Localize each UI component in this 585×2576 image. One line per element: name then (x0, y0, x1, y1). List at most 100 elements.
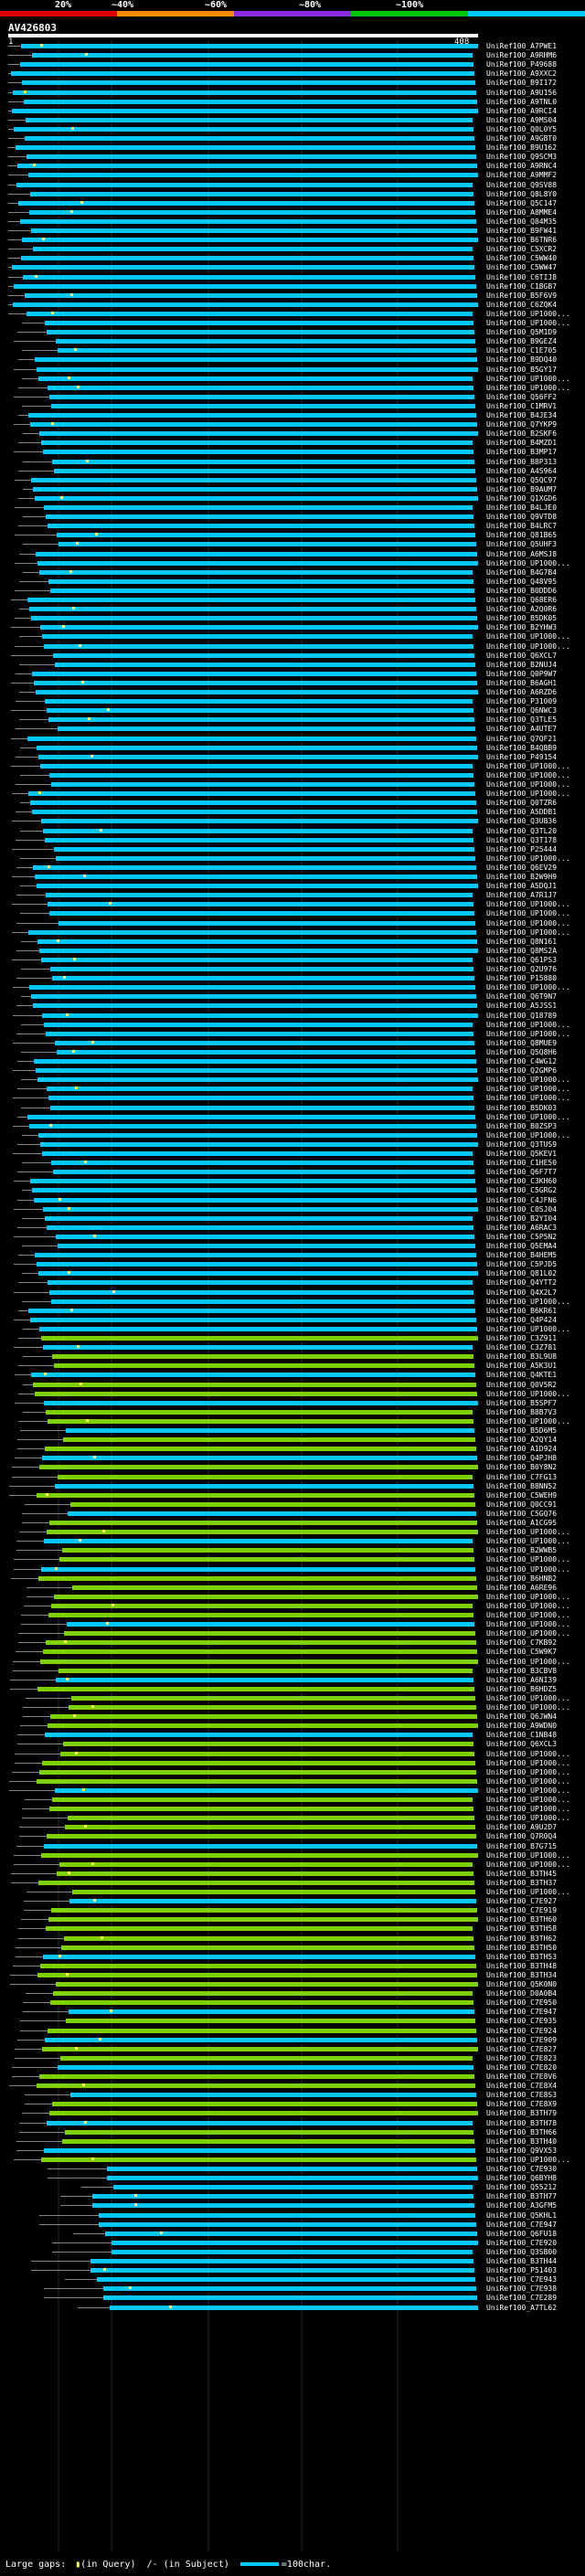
hit-row[interactable]: UniRef100_Q7R0Q4 (0, 1832, 585, 1841)
hit-row[interactable]: UniRef100_C6ZQK4 (0, 301, 585, 310)
hit-alignment-bar[interactable] (92, 2203, 474, 2209)
hit-alignment-bar[interactable] (48, 524, 474, 529)
hit-alignment-bar[interactable] (45, 321, 473, 325)
hit-alignment-bar[interactable] (99, 2221, 476, 2227)
hit-id-link[interactable]: UniRef100_A9GBT0 (486, 134, 558, 143)
hit-row[interactable]: UniRef100_UP1000... (0, 983, 585, 992)
hit-id-link[interactable]: UniRef100_A7R1J7 (486, 891, 558, 900)
hit-row[interactable]: UniRef100_C7E938 (0, 2284, 585, 2294)
hit-alignment-bar[interactable] (37, 884, 478, 889)
hit-alignment-bar[interactable] (56, 1234, 474, 1239)
hit-id-link[interactable]: UniRef100_UP1000... (486, 374, 570, 383)
hit-id-link[interactable]: UniRef100_A9RNC4 (486, 162, 558, 171)
hit-id-link[interactable]: UniRef100_A6RE96 (486, 1583, 558, 1592)
hit-alignment-bar[interactable] (39, 1326, 477, 1331)
hit-alignment-bar[interactable] (54, 846, 474, 852)
hit-row[interactable]: UniRef100_C4JFN6 (0, 1196, 585, 1205)
hit-alignment-bar[interactable] (35, 1391, 477, 1396)
hit-id-link[interactable]: UniRef100_A6RAC3 (486, 1223, 558, 1232)
hit-alignment-bar[interactable] (31, 228, 477, 233)
hit-alignment-bar[interactable] (39, 569, 473, 575)
hit-row[interactable]: UniRef100_Q3TUS9 (0, 1140, 585, 1150)
hit-row[interactable]: UniRef100_A9WDN0 (0, 1722, 585, 1731)
hit-row[interactable]: UniRef100_A6RE96 (0, 1584, 585, 1593)
hit-alignment-bar[interactable] (46, 1031, 473, 1036)
hit-id-link[interactable]: UniRef100_C7E927 (486, 1897, 558, 1906)
hit-row[interactable]: UniRef100_Q5EMA4 (0, 1242, 585, 1251)
hit-alignment-bar[interactable] (49, 1289, 473, 1295)
hit-alignment-bar[interactable] (37, 2083, 475, 2089)
hit-alignment-bar[interactable] (90, 2268, 474, 2274)
hit-alignment-bar[interactable] (69, 1899, 476, 1904)
hit-id-link[interactable]: UniRef100_UP1000... (486, 1786, 570, 1795)
hit-row[interactable]: UniRef100_Q3TL20 (0, 827, 585, 836)
hit-alignment-bar[interactable] (58, 2064, 473, 2070)
hit-alignment-bar[interactable] (36, 1068, 477, 1074)
hit-id-link[interactable]: UniRef100_Q0CC91 (486, 1500, 558, 1509)
hit-id-link[interactable]: UniRef100_C7E924 (486, 2026, 558, 2035)
hit-id-link[interactable]: UniRef100_A6MSJ8 (486, 549, 558, 558)
hit-row[interactable]: UniRef100_C5PJD5 (0, 1260, 585, 1269)
hit-row[interactable]: UniRef100_UP1000... (0, 632, 585, 641)
hit-alignment-bar[interactable] (113, 2185, 473, 2190)
hit-alignment-bar[interactable] (37, 1686, 474, 1691)
hit-alignment-bar[interactable] (47, 708, 473, 714)
hit-row[interactable]: UniRef100_C3Z781 (0, 1343, 585, 1352)
hit-row[interactable]: UniRef100_B3TH58 (0, 1924, 585, 1934)
hit-row[interactable]: UniRef100_C7FG13 (0, 1473, 585, 1482)
hit-row[interactable]: UniRef100_C7E935 (0, 2017, 585, 2026)
hit-id-link[interactable]: UniRef100_C1E705 (486, 346, 558, 355)
hit-alignment-bar[interactable] (110, 2305, 478, 2310)
hit-row[interactable]: UniRef100_C7E289 (0, 2294, 585, 2303)
hit-id-link[interactable]: UniRef100_Q55212 (486, 2183, 558, 2192)
hit-id-link[interactable]: UniRef100_B8B7V3 (486, 1407, 558, 1416)
hit-row[interactable]: UniRef100_Q2GMP6 (0, 1066, 585, 1076)
hit-id-link[interactable]: UniRef100_B9FW41 (486, 227, 558, 235)
hit-alignment-bar[interactable] (105, 2231, 477, 2236)
hit-row[interactable]: UniRef100_Q6XCL3 (0, 1740, 585, 1749)
hit-id-link[interactable]: UniRef100_P49154 (486, 752, 558, 761)
hit-row[interactable]: UniRef100_B2NUJ4 (0, 661, 585, 670)
hit-alignment-bar[interactable] (58, 920, 475, 926)
hit-row[interactable]: UniRef100_A2Q0R6 (0, 605, 585, 614)
hit-id-link[interactable]: UniRef100_C1BGB7 (486, 281, 558, 291)
hit-alignment-bar[interactable] (53, 1991, 473, 1997)
hit-id-link[interactable]: UniRef100_Q3TL20 (486, 826, 558, 835)
hit-row[interactable]: UniRef100_Q4P424 (0, 1316, 585, 1325)
hit-alignment-bar[interactable] (36, 690, 478, 694)
hit-alignment-bar[interactable] (29, 607, 476, 612)
hit-row[interactable]: UniRef100_UP1000... (0, 1094, 585, 1103)
hit-row[interactable]: UniRef100_Q9SCM3 (0, 153, 585, 162)
hit-row[interactable]: UniRef100_Q55212 (0, 2183, 585, 2192)
hit-row[interactable]: UniRef100_B3TH62 (0, 1935, 585, 1944)
hit-row[interactable]: UniRef100_B3TH40 (0, 2137, 585, 2147)
hit-id-link[interactable]: UniRef100_C6TIJ8 (486, 272, 558, 281)
hit-alignment-bar[interactable] (31, 994, 476, 1000)
hit-alignment-bar[interactable] (48, 2028, 476, 2033)
hit-alignment-bar[interactable] (54, 1594, 478, 1599)
hit-row[interactable]: UniRef100_Q8MS2A (0, 947, 585, 956)
hit-row[interactable]: UniRef100_UP1000... (0, 1298, 585, 1307)
hit-alignment-bar[interactable] (59, 1557, 474, 1563)
hit-alignment-bar[interactable] (55, 1040, 474, 1045)
hit-alignment-bar[interactable] (107, 2176, 478, 2181)
hit-row[interactable]: UniRef100_C7E947 (0, 2221, 585, 2230)
hit-row[interactable]: UniRef100_B4QBB9 (0, 744, 585, 753)
hit-id-link[interactable]: UniRef100_Q8MS2A (486, 946, 558, 955)
hit-id-link[interactable]: UniRef100_Q5UHF3 (486, 540, 558, 549)
hit-alignment-bar[interactable] (31, 616, 477, 621)
hit-id-link[interactable]: UniRef100_A2Q0R6 (486, 605, 558, 614)
hit-row[interactable]: UniRef100_C3Z911 (0, 1334, 585, 1343)
hit-id-link[interactable]: UniRef100_B3TH79 (486, 2109, 558, 2118)
hit-id-link[interactable]: UniRef100_C7E823 (486, 2053, 558, 2062)
hit-id-link[interactable]: UniRef100_Q48V95 (486, 577, 558, 586)
hit-id-link[interactable]: UniRef100_UP1000... (486, 1776, 570, 1786)
hit-row[interactable]: UniRef100_C1BGB7 (0, 282, 585, 292)
hit-row[interactable]: UniRef100_B3TH48 (0, 1962, 585, 1971)
hit-id-link[interactable]: UniRef100_C7E8X4 (486, 2082, 558, 2091)
hit-id-link[interactable]: UniRef100_B2W9H9 (486, 873, 558, 881)
hit-id-link[interactable]: UniRef100_Q2GMP6 (486, 1066, 558, 1076)
hit-row[interactable]: UniRef100_B3TH50 (0, 1944, 585, 1953)
hit-alignment-bar[interactable] (58, 726, 475, 732)
hit-id-link[interactable]: UniRef100_B7G715 (486, 1841, 558, 1850)
